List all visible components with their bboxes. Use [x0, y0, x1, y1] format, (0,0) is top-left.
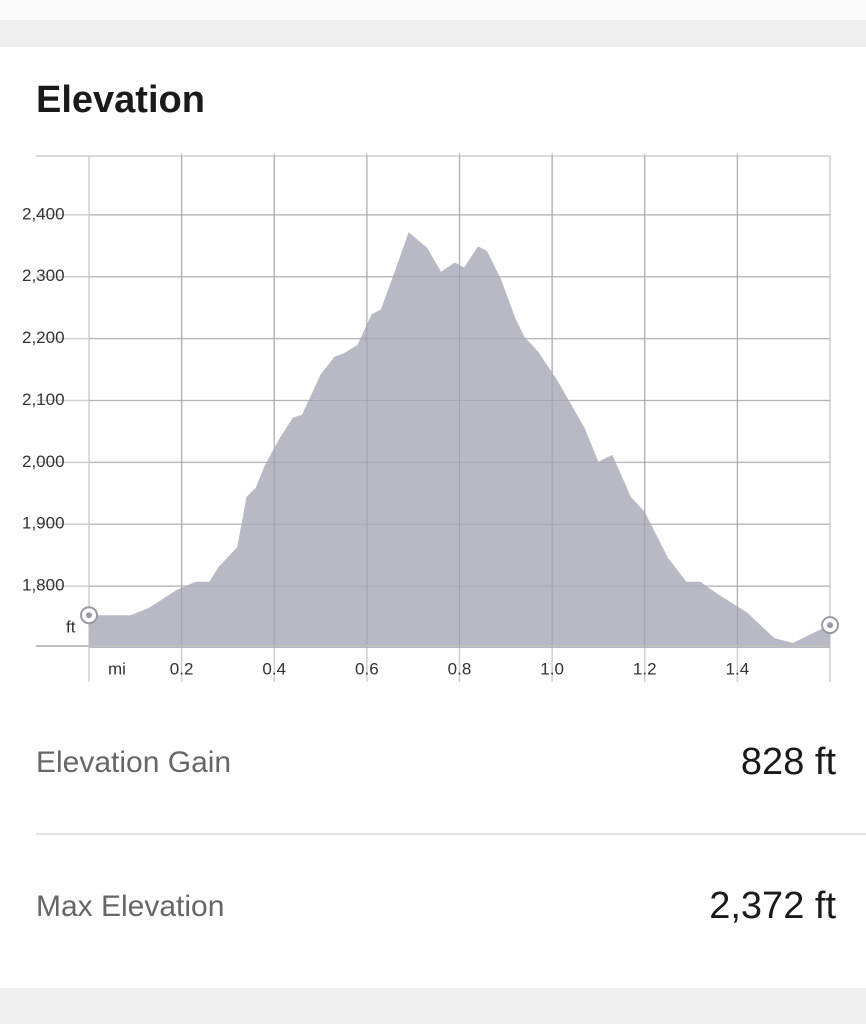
x-unit-label: mi [108, 659, 126, 678]
y-tick-label: 1,800 [22, 576, 65, 595]
stat-label: Elevation Gain [36, 746, 231, 779]
y-tick-label: 1,900 [22, 514, 65, 533]
y-tick-label: 2,000 [22, 452, 65, 471]
stat-label: Max Elevation [36, 890, 224, 923]
x-tick-label: 0.2 [170, 659, 194, 678]
stat-value: 2,372 ft [709, 885, 836, 927]
top-band [0, 20, 866, 47]
section-title: Elevation [36, 79, 205, 121]
y-tick-label: 2,100 [22, 390, 65, 409]
x-tick-label: 0.8 [448, 659, 472, 678]
y-tick-label: 2,300 [22, 266, 65, 285]
top-background [0, 0, 866, 20]
y-tick-label: 2,400 [22, 204, 65, 223]
bottom-band [0, 988, 866, 1024]
x-tick-label: 1.0 [540, 659, 564, 678]
endpoint-dot [86, 612, 92, 619]
x-tick-label: 0.4 [262, 659, 286, 678]
endpoint-dot [827, 622, 833, 629]
x-tick-label: 1.2 [633, 659, 657, 678]
y-unit-label: ft [66, 617, 76, 636]
elevation-chart: 1,800 1,900 2,000 2,100 2,200 2,300 2,400 0.2 0.… [22, 153, 839, 682]
y-tick-label: 2,200 [22, 328, 65, 347]
x-tick-label: 0.6 [355, 659, 379, 678]
stat-value: 828 ft [741, 741, 837, 783]
x-tick-label: 1.4 [726, 659, 750, 678]
